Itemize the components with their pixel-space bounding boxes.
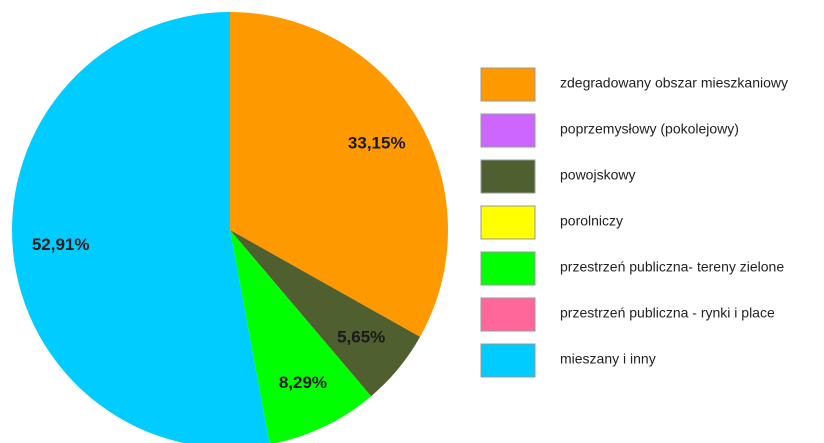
legend-swatch [480, 343, 536, 378]
pie-slice [230, 230, 372, 443]
legend-swatch [480, 251, 536, 286]
legend-swatch [480, 113, 536, 148]
legend-swatch [480, 159, 536, 194]
data-label: 52,91% [32, 235, 90, 254]
legend-swatch [480, 205, 536, 240]
legend-label: poprzemysłowy (pokolejowy) [560, 121, 739, 137]
legend-label: powojskowy [560, 167, 635, 183]
legend-label: mieszany i inny [560, 351, 656, 367]
pie-slice [12, 12, 270, 443]
legend-swatch [480, 297, 536, 332]
data-label: 8,29% [279, 373, 327, 392]
pie-slice [230, 230, 421, 397]
pie-slice [230, 12, 448, 337]
legend-label: porolniczy [560, 213, 623, 229]
legend-label: zdegradowany obszar mieszkaniowy [560, 75, 788, 91]
legend-label: przestrzeń publiczna - rynki i place [560, 305, 775, 321]
data-label: 5,65% [337, 328, 385, 347]
legend-label: przestrzeń publiczna- tereny zielone [560, 259, 784, 275]
legend-swatch [480, 67, 536, 102]
data-label: 33,15% [348, 134, 406, 153]
